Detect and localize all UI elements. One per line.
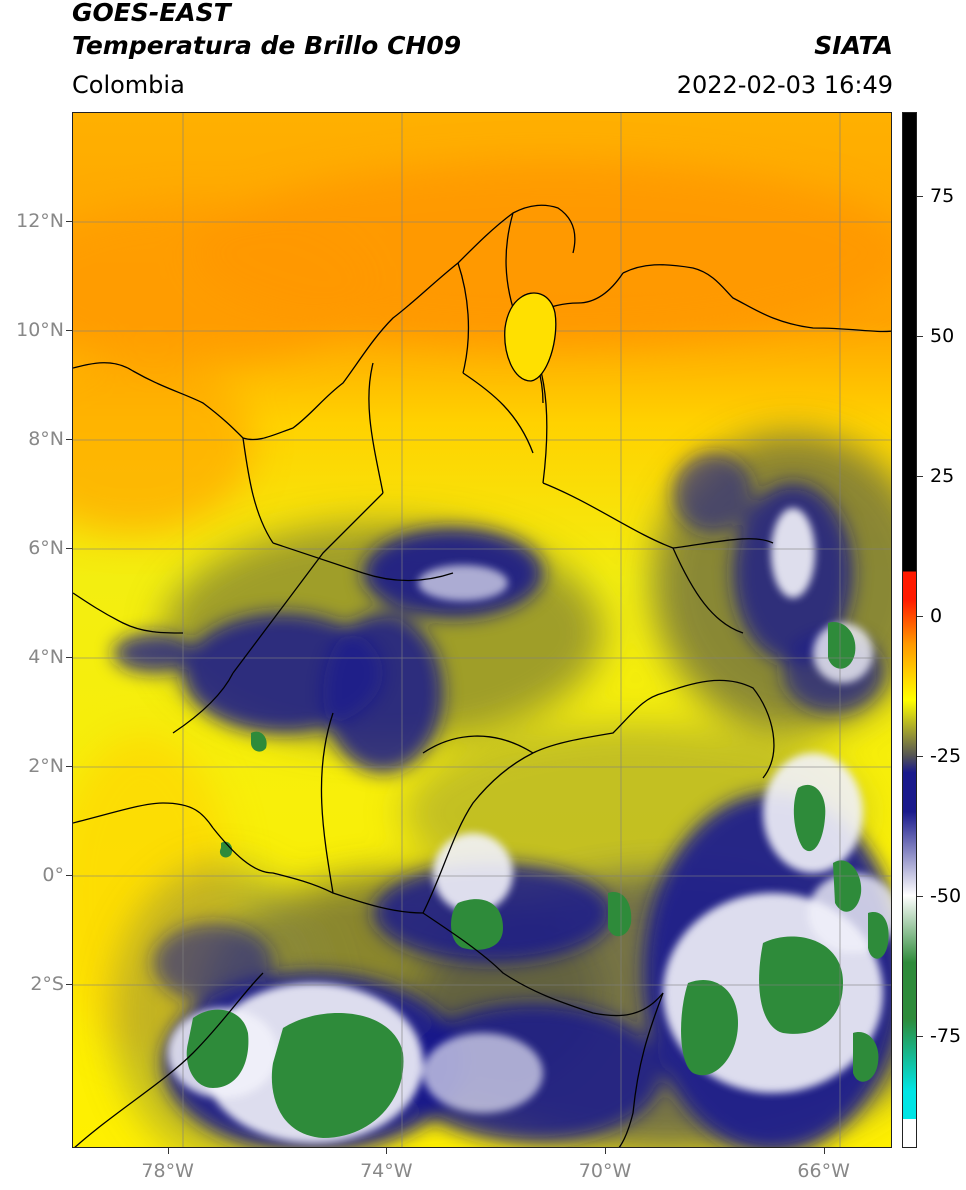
lon-tick-mark bbox=[605, 1148, 606, 1154]
lat-tick-label: 10°N bbox=[16, 319, 64, 342]
lat-tick-label: 4°N bbox=[28, 646, 64, 669]
colorbar-tick-mark bbox=[917, 196, 923, 197]
colorbar-tick-label: -50 bbox=[930, 885, 962, 907]
lon-tick-label: 70°W bbox=[578, 1160, 632, 1182]
lat-tick-mark bbox=[66, 221, 72, 223]
colorbar-tick-label: -75 bbox=[930, 1025, 962, 1047]
lon-tick-label: 66°W bbox=[797, 1160, 850, 1182]
lat-tick-label: 12°N bbox=[16, 210, 64, 233]
lake-maracaibo bbox=[504, 292, 557, 382]
lat-tick-label: 6°N bbox=[28, 537, 64, 560]
colorbar-tick-label: 25 bbox=[930, 465, 955, 487]
lon-tick-mark bbox=[167, 1148, 169, 1154]
colorbar-tick-label: 75 bbox=[930, 185, 955, 207]
colorbar-tick-label: 50 bbox=[930, 325, 955, 347]
lat-tick-mark bbox=[66, 439, 72, 441]
colorbar-tick-mark bbox=[917, 616, 923, 617]
colorbar-tick-label: -25 bbox=[930, 745, 962, 767]
colorbar-tick-mark bbox=[917, 756, 923, 757]
map-image bbox=[73, 113, 891, 1147]
lon-tick-mark bbox=[823, 1148, 825, 1154]
lat-tick-label: 8°N bbox=[28, 428, 64, 451]
lat-tick-mark bbox=[66, 984, 72, 986]
map-gridlines bbox=[73, 113, 891, 1147]
colorbar-tick-mark bbox=[917, 896, 923, 897]
lat-tick-mark bbox=[66, 875, 72, 877]
lon-tick-label: 78°W bbox=[141, 1160, 194, 1182]
lat-tick-label: 0° bbox=[42, 864, 64, 887]
colorbar-tick-mark bbox=[917, 476, 923, 477]
colorbar-tick-label: 0 bbox=[930, 605, 943, 627]
lat-tick-mark bbox=[66, 330, 72, 332]
satellite-title: GOES-EAST bbox=[72, 0, 231, 27]
lon-tick-label: 74°W bbox=[360, 1160, 413, 1182]
colorbar-tick-mark bbox=[917, 336, 923, 337]
organization-label: SIATA bbox=[814, 31, 893, 60]
region-label: Colombia bbox=[72, 71, 185, 99]
colorbar bbox=[902, 112, 917, 1148]
product-title: Temperatura de Brillo CH09 bbox=[72, 31, 462, 60]
lat-tick-mark bbox=[66, 766, 72, 768]
lat-tick-mark bbox=[66, 548, 72, 550]
lat-tick-label: 2°N bbox=[28, 755, 64, 778]
satellite-map bbox=[72, 112, 892, 1148]
lat-tick-label: 2°S bbox=[30, 973, 64, 996]
colorbar-tick-mark bbox=[917, 1036, 923, 1037]
lon-tick-mark bbox=[386, 1148, 388, 1154]
timestamp-label: 2022-02-03 16:49 bbox=[676, 71, 893, 99]
lat-tick-mark bbox=[66, 657, 72, 659]
